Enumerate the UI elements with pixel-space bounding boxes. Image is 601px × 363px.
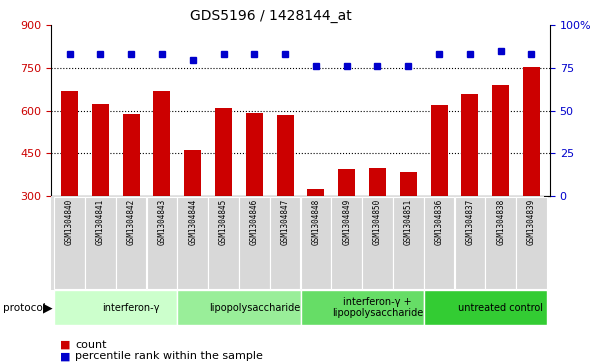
Bar	[147, 197, 177, 289]
Text: GSM1304836: GSM1304836	[435, 199, 444, 245]
Text: GSM1304837: GSM1304837	[465, 199, 474, 245]
Text: GSM1304849: GSM1304849	[342, 199, 351, 245]
Bar	[331, 197, 362, 289]
Text: GSM1304840: GSM1304840	[65, 199, 74, 245]
Bar	[116, 197, 147, 289]
Text: GSM1304850: GSM1304850	[373, 199, 382, 245]
Bar	[61, 91, 78, 196]
Text: GSM1304841: GSM1304841	[96, 199, 105, 245]
Bar	[177, 290, 300, 325]
Text: GSM1304845: GSM1304845	[219, 199, 228, 245]
Text: protocol: protocol	[3, 303, 46, 313]
Bar	[54, 290, 177, 325]
Bar	[393, 197, 424, 289]
Bar	[369, 168, 386, 196]
Text: ■: ■	[60, 340, 70, 350]
Text: GSM1304838: GSM1304838	[496, 199, 505, 245]
Text: ■: ■	[60, 351, 70, 362]
Bar	[92, 103, 109, 196]
Bar	[215, 109, 232, 196]
Bar	[54, 197, 85, 289]
Bar	[153, 91, 171, 196]
Text: GSM1304843: GSM1304843	[157, 199, 166, 245]
Bar	[276, 115, 293, 196]
Bar	[185, 150, 201, 196]
Bar	[486, 197, 516, 289]
Text: GSM1304844: GSM1304844	[188, 199, 197, 245]
Bar	[300, 290, 424, 325]
Text: GSM1304842: GSM1304842	[127, 199, 136, 245]
Bar	[400, 172, 416, 196]
Text: GSM1304839: GSM1304839	[527, 199, 536, 245]
Text: GSM1304847: GSM1304847	[281, 199, 290, 245]
Text: ▶: ▶	[43, 301, 53, 314]
Bar	[308, 189, 325, 196]
Bar	[239, 197, 270, 289]
Bar	[492, 85, 509, 196]
Bar	[462, 94, 478, 196]
Bar	[338, 169, 355, 196]
Text: lipopolysaccharide: lipopolysaccharide	[209, 303, 300, 313]
Text: interferon-γ +
lipopolysaccharide: interferon-γ + lipopolysaccharide	[332, 297, 423, 318]
Text: GSM1304851: GSM1304851	[404, 199, 413, 245]
Text: GSM1304848: GSM1304848	[311, 199, 320, 245]
Text: GDS5196 / 1428144_at: GDS5196 / 1428144_at	[189, 9, 352, 23]
Text: GSM1304846: GSM1304846	[250, 199, 259, 245]
Text: interferon-γ: interferon-γ	[102, 303, 160, 313]
Bar	[85, 197, 115, 289]
Bar	[300, 197, 331, 289]
Bar	[430, 105, 448, 196]
Bar	[270, 197, 300, 289]
Bar	[246, 113, 263, 196]
Bar	[424, 290, 547, 325]
Bar	[362, 197, 392, 289]
Bar	[454, 197, 485, 289]
Text: untreated control: untreated control	[458, 303, 543, 313]
Bar	[123, 114, 139, 196]
Bar	[177, 197, 208, 289]
Bar	[523, 67, 540, 196]
Bar	[424, 197, 454, 289]
Text: percentile rank within the sample: percentile rank within the sample	[75, 351, 263, 362]
Bar	[209, 197, 239, 289]
Bar	[516, 197, 547, 289]
Text: count: count	[75, 340, 106, 350]
